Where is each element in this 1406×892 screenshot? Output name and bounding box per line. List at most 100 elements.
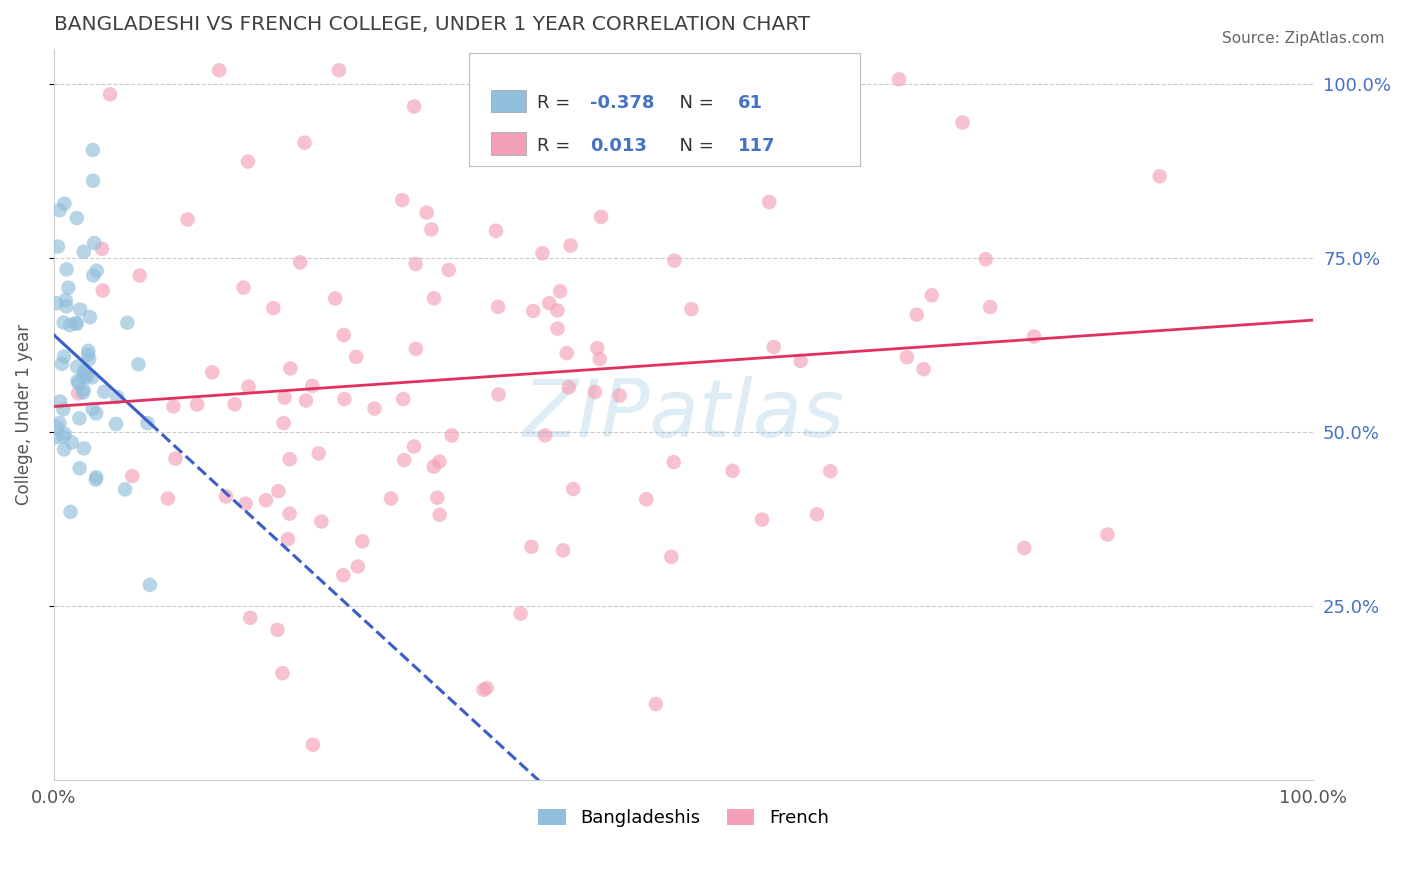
French <box>485 224 508 238</box>
French <box>574 63 596 78</box>
French <box>273 391 295 405</box>
French <box>896 351 918 365</box>
French <box>905 308 928 322</box>
French <box>277 532 299 546</box>
Text: N =: N = <box>668 136 720 154</box>
French <box>721 464 744 478</box>
Text: BANGLADESHI VS FRENCH COLLEGE, UNDER 1 YEAR CORRELATION CHART: BANGLADESHI VS FRENCH COLLEGE, UNDER 1 Y… <box>53 15 810 34</box>
French <box>156 491 179 506</box>
Text: R =: R = <box>537 95 576 112</box>
French <box>278 507 301 521</box>
French <box>427 455 450 469</box>
Bangladeshis <box>52 430 75 444</box>
Bangladeshis <box>127 357 149 371</box>
French <box>415 205 437 219</box>
French <box>1022 329 1045 343</box>
Bangladeshis <box>45 296 67 310</box>
French <box>267 484 290 499</box>
FancyBboxPatch shape <box>470 54 860 166</box>
French <box>758 194 780 209</box>
Bangladeshis <box>77 352 100 367</box>
French <box>974 252 997 267</box>
Bangladeshis <box>69 302 91 317</box>
Text: Source: ZipAtlas.com: Source: ZipAtlas.com <box>1222 31 1385 46</box>
Bangladeshis <box>51 357 73 371</box>
French <box>531 246 554 260</box>
French <box>332 568 354 582</box>
French <box>912 362 935 376</box>
French <box>423 291 446 305</box>
Bangladeshis <box>59 505 82 519</box>
French <box>215 490 238 504</box>
French <box>294 136 316 150</box>
French <box>534 428 557 442</box>
French <box>644 697 666 711</box>
Bangladeshis <box>52 402 75 417</box>
French <box>505 63 527 78</box>
Bangladeshis <box>46 420 69 434</box>
Bangladeshis <box>82 268 104 283</box>
French <box>380 491 402 506</box>
Bangladeshis <box>73 365 96 379</box>
French <box>979 300 1001 314</box>
Text: 0.013: 0.013 <box>591 136 647 154</box>
Text: ZIPatlas: ZIPatlas <box>523 376 845 453</box>
Bangladeshis <box>93 384 115 399</box>
French <box>165 451 187 466</box>
Bangladeshis <box>67 411 90 425</box>
Text: N =: N = <box>668 95 720 112</box>
Bangladeshis <box>49 394 72 409</box>
Bangladeshis <box>73 364 96 378</box>
Bangladeshis <box>136 416 159 430</box>
French <box>128 268 150 283</box>
Bangladeshis <box>44 430 66 444</box>
French <box>437 263 460 277</box>
Bangladeshis <box>53 426 76 441</box>
French <box>311 515 333 529</box>
French <box>420 222 443 236</box>
French <box>308 446 330 460</box>
Bangladeshis <box>66 359 89 374</box>
French <box>636 492 658 507</box>
Bangladeshis <box>73 369 96 384</box>
French <box>176 212 198 227</box>
French <box>576 136 599 151</box>
French <box>551 543 574 558</box>
Bangladeshis <box>77 348 100 362</box>
French <box>236 154 259 169</box>
French <box>333 392 356 406</box>
French <box>426 491 449 505</box>
Bangladeshis <box>66 211 89 225</box>
Bangladeshis <box>67 376 90 390</box>
Bangladeshis <box>77 343 100 358</box>
French <box>402 440 425 454</box>
Text: -0.378: -0.378 <box>591 95 655 112</box>
French <box>301 379 323 393</box>
Bangladeshis <box>53 196 76 211</box>
Bangladeshis <box>82 402 104 417</box>
French <box>589 351 612 366</box>
French <box>751 72 773 87</box>
French <box>288 255 311 269</box>
FancyBboxPatch shape <box>491 90 526 112</box>
French <box>280 361 302 376</box>
Bangladeshis <box>79 310 101 325</box>
Bangladeshis <box>66 317 89 331</box>
Bangladeshis <box>84 407 107 421</box>
Text: R =: R = <box>537 136 576 154</box>
French <box>555 346 578 360</box>
French <box>346 559 368 574</box>
French <box>429 508 451 522</box>
French <box>91 242 114 256</box>
French <box>538 296 561 310</box>
Bangladeshis <box>117 316 139 330</box>
French <box>254 493 277 508</box>
French <box>302 738 325 752</box>
French <box>201 365 224 379</box>
French <box>391 193 413 207</box>
French <box>681 302 703 317</box>
French <box>328 63 350 78</box>
Bangladeshis <box>46 239 69 253</box>
French <box>952 115 974 129</box>
French <box>208 63 231 78</box>
